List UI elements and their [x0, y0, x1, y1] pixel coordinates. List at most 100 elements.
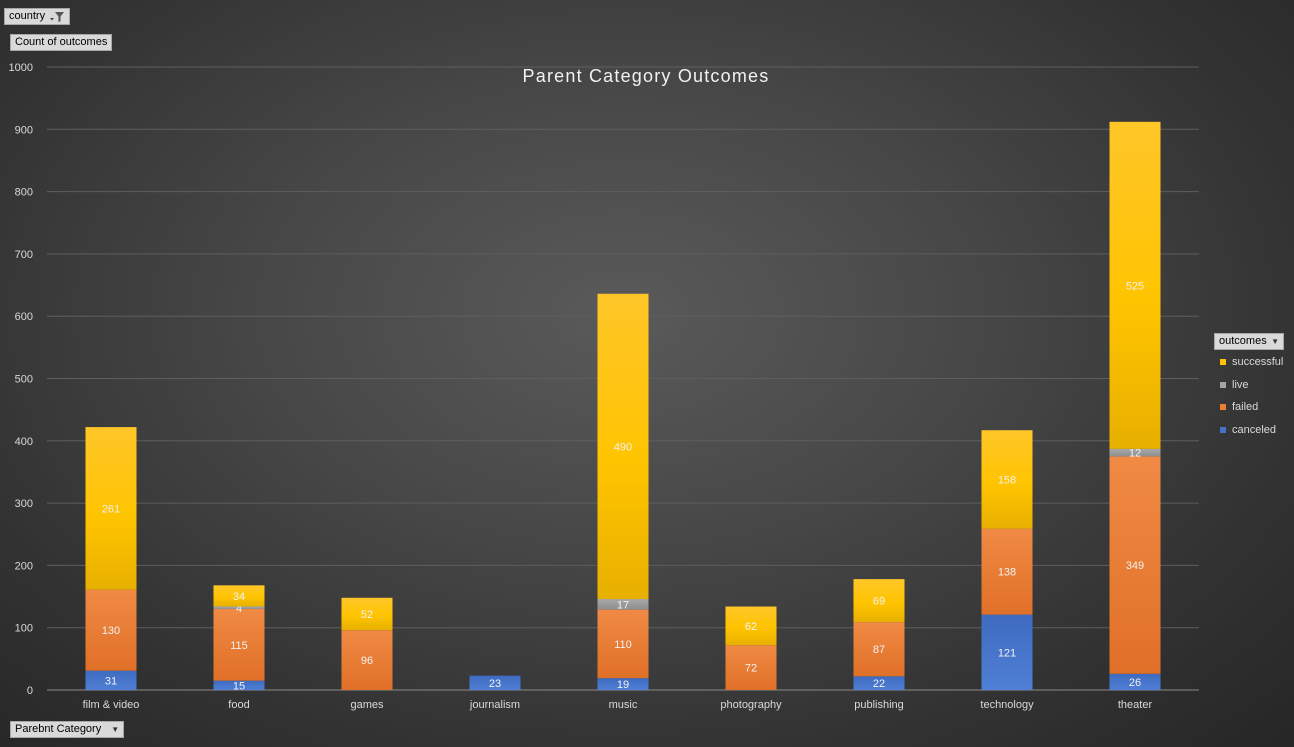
data-label: 19 — [617, 679, 629, 691]
data-label: 17 — [617, 599, 629, 611]
data-label: 110 — [614, 639, 632, 651]
bar-segment-successful — [853, 579, 905, 623]
axis-field-button[interactable]: Parebnt Category ▼ — [10, 721, 125, 738]
data-label: 12 — [1129, 448, 1141, 460]
bar-segment-failed — [1109, 456, 1161, 674]
y-tick-label: 800 — [15, 187, 33, 199]
legend-item-canceled[interactable]: canceled — [1214, 419, 1283, 442]
data-label: 490 — [614, 441, 632, 453]
x-tick-label: music — [609, 699, 638, 711]
country-filter-label: country — [9, 10, 46, 22]
x-tick-label: journalism — [469, 699, 520, 711]
bar-segment-canceled — [469, 675, 521, 690]
legend-label: failed — [1232, 401, 1259, 414]
bar-segment-failed — [597, 609, 649, 679]
legend-swatch — [1220, 404, 1226, 411]
legend-item-live[interactable]: live — [1214, 374, 1283, 397]
x-tick-label: games — [350, 699, 384, 711]
bar-segment-canceled — [853, 676, 905, 690]
data-label: 349 — [1126, 560, 1144, 572]
y-tick-label: 500 — [15, 374, 33, 386]
data-label: 34 — [233, 591, 245, 603]
bars: 31 130 261 15 115 434 96 52 23 19 110 17 490 72 62 22 87… — [85, 121, 1161, 692]
legend-swatch — [1220, 381, 1226, 388]
data-label: 4 — [236, 603, 242, 615]
data-label: 26 — [1129, 677, 1141, 689]
data-label: 22 — [873, 678, 885, 690]
legend-swatch — [1220, 359, 1226, 366]
legend-item-successful[interactable]: successful — [1214, 351, 1283, 374]
value-field-label: Count of outcomes — [15, 36, 108, 48]
y-tick-label: 900 — [15, 124, 33, 136]
x-tick-label: theater — [1118, 699, 1153, 711]
value-field-button[interactable]: Count of outcomes — [10, 34, 113, 51]
axis-field-label: Parebnt Category — [15, 723, 102, 735]
y-tick-label: 300 — [15, 498, 33, 510]
data-label: 87 — [873, 644, 885, 656]
data-label: 121 — [998, 647, 1016, 659]
bar-segment-failed — [85, 589, 137, 671]
x-tick-label: technology — [980, 699, 1034, 711]
data-label: 130 — [102, 625, 120, 637]
bar-segment-failed — [213, 609, 265, 681]
data-label: 261 — [102, 503, 120, 515]
data-label: 138 — [998, 567, 1016, 579]
legend-field-button[interactable]: outcomes ▼ — [1214, 333, 1284, 350]
legend-label: live — [1232, 378, 1249, 391]
legend-swatch — [1220, 426, 1226, 433]
bar-segment-live — [213, 606, 265, 610]
bar-segment-live — [597, 599, 649, 610]
bar-segment-successful — [213, 585, 265, 607]
country-filter-button[interactable]: country — [4, 8, 71, 25]
data-label: 96 — [361, 655, 373, 667]
y-tick-label: 100 — [15, 623, 33, 635]
bar-segment-failed — [981, 528, 1033, 615]
funnel-filter-icon — [50, 11, 65, 22]
bar-segment-canceled — [85, 670, 137, 690]
bar-segment-canceled — [981, 614, 1033, 690]
chart-title: Parent Category Outcomes — [523, 66, 770, 86]
bar-segment-failed — [725, 645, 777, 690]
bar-segment-canceled — [597, 678, 649, 690]
legend-label: canceled — [1232, 423, 1277, 436]
x-tick-label: film & video — [83, 699, 140, 711]
legend-label: successful — [1232, 356, 1284, 369]
bar-segment-live — [1109, 448, 1161, 457]
data-label: 15 — [233, 680, 245, 692]
data-label: 52 — [361, 609, 373, 621]
y-tick-label: 700 — [15, 249, 33, 261]
x-axis-tick-labels: film & video food games journalism music phot… — [83, 699, 1153, 711]
legend: successful live failed canceled — [1214, 351, 1283, 441]
legend-item-failed[interactable]: failed — [1214, 396, 1283, 419]
dropdown-arrow-icon: ▼ — [111, 725, 120, 734]
dropdown-arrow-icon: ▼ — [1271, 337, 1279, 346]
bar-segment-failed — [341, 630, 393, 690]
bar-segment-successful — [85, 427, 137, 590]
bar-segment-successful — [725, 606, 777, 646]
data-label: 115 — [230, 640, 248, 652]
data-label: 72 — [745, 663, 757, 675]
y-tick-label: 200 — [15, 560, 33, 572]
data-label: 31 — [105, 675, 117, 687]
bar-segment-canceled — [213, 680, 265, 690]
bar-segment-successful — [1109, 121, 1161, 449]
bar-segment-successful — [341, 597, 393, 631]
y-tick-label: 400 — [15, 436, 33, 448]
x-tick-label: publishing — [854, 699, 904, 711]
data-label: 525 — [1126, 280, 1144, 292]
bar-segment-successful — [981, 430, 1033, 529]
y-axis-tick-labels: 0 100 200 300 400 500 600 700 800 900 1000 — [9, 62, 33, 697]
y-tick-label: 600 — [15, 311, 33, 323]
bar-segment-successful — [597, 293, 649, 600]
x-tick-label: photography — [720, 699, 782, 711]
legend-field-label: outcomes — [1219, 335, 1267, 347]
bar-segment-canceled — [1109, 673, 1161, 690]
x-tick-label: food — [228, 699, 249, 711]
bar-segment-failed — [853, 622, 905, 677]
y-tick-label: 0 — [27, 685, 33, 697]
data-label: 62 — [745, 621, 757, 633]
y-tick-label: 1000 — [9, 62, 33, 74]
data-label: 158 — [998, 474, 1016, 486]
data-label: 69 — [873, 596, 885, 608]
